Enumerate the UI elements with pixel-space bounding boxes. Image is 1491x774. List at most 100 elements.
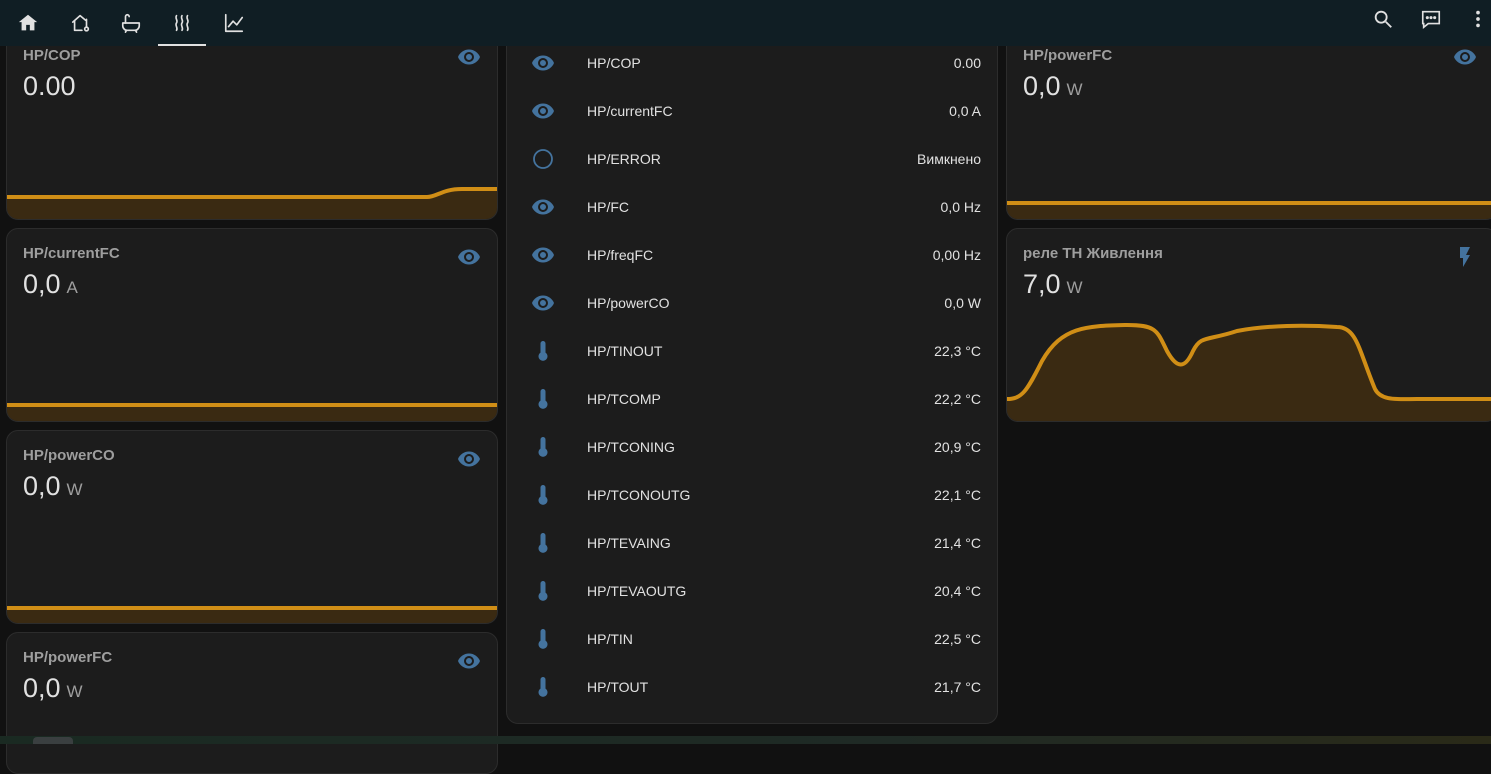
entity-state: 0,0 W bbox=[944, 295, 981, 311]
thermometer-icon bbox=[523, 675, 571, 699]
entity-name: HP/TCONING bbox=[587, 439, 675, 455]
entity-name: HP/currentFC bbox=[587, 103, 673, 119]
card-value: 0,0 W bbox=[23, 673, 83, 703]
entity-state: Вимкнено bbox=[917, 151, 981, 167]
entity-row[interactable]: HP/TEVAOUTG 20,4 °C bbox=[523, 567, 981, 615]
entity-name: HP/TCONOUTG bbox=[587, 487, 691, 503]
entity-name: HP/TEVAOUTG bbox=[587, 583, 687, 599]
entity-state: 22,1 °C bbox=[934, 487, 981, 503]
flash-icon bbox=[1453, 245, 1477, 269]
sensor-card-relay-power[interactable]: реле ТН Живлення 7,0 W bbox=[1006, 228, 1491, 422]
entity-state: 0,00 Hz bbox=[932, 247, 981, 263]
card-title: HP/powerCO bbox=[23, 447, 115, 464]
card-value: 7,0 W bbox=[1023, 269, 1083, 299]
sensor-card-hp-powerfc-right[interactable]: HP/powerFC 0,0 W bbox=[1006, 28, 1491, 220]
entity-state: 22,2 °C bbox=[934, 391, 981, 407]
history-graph bbox=[1007, 201, 1491, 219]
bathtub-icon bbox=[121, 13, 141, 33]
entity-row[interactable]: HP/powerCO 0,0 W bbox=[523, 279, 981, 327]
entity-row[interactable]: HP/FC 0,0 Hz bbox=[523, 183, 981, 231]
tab-bathroom[interactable] bbox=[107, 0, 155, 46]
thermometer-icon bbox=[523, 339, 571, 363]
eye-icon bbox=[457, 45, 481, 69]
entity-row[interactable]: HP/currentFC 0,0 A bbox=[523, 87, 981, 135]
thermometer-icon bbox=[523, 483, 571, 507]
entity-state: 20,9 °C bbox=[934, 439, 981, 455]
entity-row[interactable]: HP/TINOUT 22,3 °C bbox=[523, 327, 981, 375]
card-title: HP/powerFC bbox=[1023, 47, 1113, 64]
entity-state: 22,5 °C bbox=[934, 631, 981, 647]
bottom-tab-handle[interactable] bbox=[33, 737, 73, 744]
circle-outline-icon bbox=[523, 147, 571, 171]
entities-card: HP/COP 0.00 HP/currentFC 0,0 A HP/ERROR Вимкн… bbox=[506, 28, 998, 724]
entity-row[interactable]: HP/freqFC 0,00 Hz bbox=[523, 231, 981, 279]
history-graph bbox=[7, 606, 497, 623]
eye-icon bbox=[523, 195, 571, 219]
eye-icon bbox=[457, 447, 481, 471]
heat-wave-icon bbox=[175, 14, 189, 32]
home-icon bbox=[18, 14, 38, 31]
entity-row[interactable]: HP/TIN 22,5 °C bbox=[523, 615, 981, 663]
card-title: HP/currentFC bbox=[23, 245, 120, 262]
card-value: 0,0 A bbox=[23, 269, 78, 299]
sensor-card-hp-cop[interactable]: HP/COP 0.00 bbox=[6, 28, 498, 220]
card-title: реле ТН Живлення bbox=[1023, 245, 1163, 262]
card-value: 0,0 W bbox=[23, 471, 83, 501]
entity-state: 21,7 °C bbox=[934, 679, 981, 695]
eye-icon bbox=[457, 245, 481, 269]
home-thermometer-icon bbox=[71, 14, 90, 32]
thermometer-icon bbox=[523, 387, 571, 411]
thermometer-icon bbox=[523, 627, 571, 651]
card-value: 0.00 bbox=[23, 71, 76, 101]
card-value: 0,0 W bbox=[1023, 71, 1083, 101]
entity-state: 0,0 Hz bbox=[940, 199, 981, 215]
entity-name: HP/TEVAING bbox=[587, 535, 671, 551]
sensor-card-hp-powerco[interactable]: HP/powerCO 0,0 W bbox=[6, 430, 498, 624]
card-title: HP/powerFC bbox=[23, 649, 113, 666]
entity-name: HP/TOUT bbox=[587, 679, 649, 695]
sensor-card-hp-currentfc[interactable]: HP/currentFC 0,0 A bbox=[6, 228, 498, 422]
tab-heating[interactable] bbox=[158, 0, 206, 46]
entity-name: HP/TINOUT bbox=[587, 343, 663, 359]
tab-home-climate[interactable] bbox=[57, 0, 105, 46]
eye-icon bbox=[1453, 45, 1477, 69]
entity-row[interactable]: HP/TCOMP 22,2 °C bbox=[523, 375, 981, 423]
search-icon bbox=[1374, 10, 1392, 28]
sensor-card-hp-powerfc[interactable]: HP/powerFC 0,0 W bbox=[6, 632, 498, 774]
entity-name: HP/COP bbox=[587, 55, 641, 71]
more-options-button[interactable] bbox=[1458, 0, 1491, 38]
entity-state: 0.00 bbox=[953, 55, 981, 71]
thermometer-icon bbox=[523, 531, 571, 555]
eye-icon bbox=[523, 51, 571, 75]
entity-row[interactable]: HP/COP 0.00 bbox=[523, 39, 981, 87]
entity-row[interactable]: HP/TOUT 21,7 °C bbox=[523, 663, 981, 711]
eye-icon bbox=[457, 649, 481, 673]
history-graph bbox=[1007, 322, 1491, 421]
tab-home[interactable] bbox=[4, 0, 52, 46]
entity-state: 20,4 °C bbox=[934, 583, 981, 599]
entity-row[interactable]: HP/ERROR Вимкнено bbox=[523, 135, 981, 183]
entity-name: HP/TIN bbox=[587, 631, 633, 647]
entity-name: HP/ERROR bbox=[587, 151, 661, 167]
entity-name: HP/TCOMP bbox=[587, 391, 661, 407]
entity-row[interactable]: HP/TEVAING 21,4 °C bbox=[523, 519, 981, 567]
search-button[interactable] bbox=[1363, 0, 1403, 38]
entity-state: 0,0 A bbox=[949, 103, 981, 119]
entity-name: HP/freqFC bbox=[587, 247, 654, 263]
eye-icon bbox=[523, 243, 571, 267]
thermometer-icon bbox=[523, 435, 571, 459]
entity-row[interactable]: HP/TCONING 20,9 °C bbox=[523, 423, 981, 471]
entity-state: 22,3 °C bbox=[934, 343, 981, 359]
top-app-bar bbox=[0, 0, 1491, 46]
chart-line-icon bbox=[224, 13, 244, 33]
entity-row[interactable]: HP/TCONOUTG 22,1 °C bbox=[523, 471, 981, 519]
assist-button[interactable] bbox=[1411, 0, 1451, 38]
tab-history[interactable] bbox=[210, 0, 258, 46]
assist-chat-icon bbox=[1421, 10, 1441, 29]
eye-icon bbox=[523, 291, 571, 315]
entity-name: HP/powerCO bbox=[587, 295, 670, 311]
thermometer-icon bbox=[523, 579, 571, 603]
entity-state: 21,4 °C bbox=[934, 535, 981, 551]
eye-icon bbox=[523, 99, 571, 123]
more-vert-icon bbox=[1476, 10, 1480, 28]
